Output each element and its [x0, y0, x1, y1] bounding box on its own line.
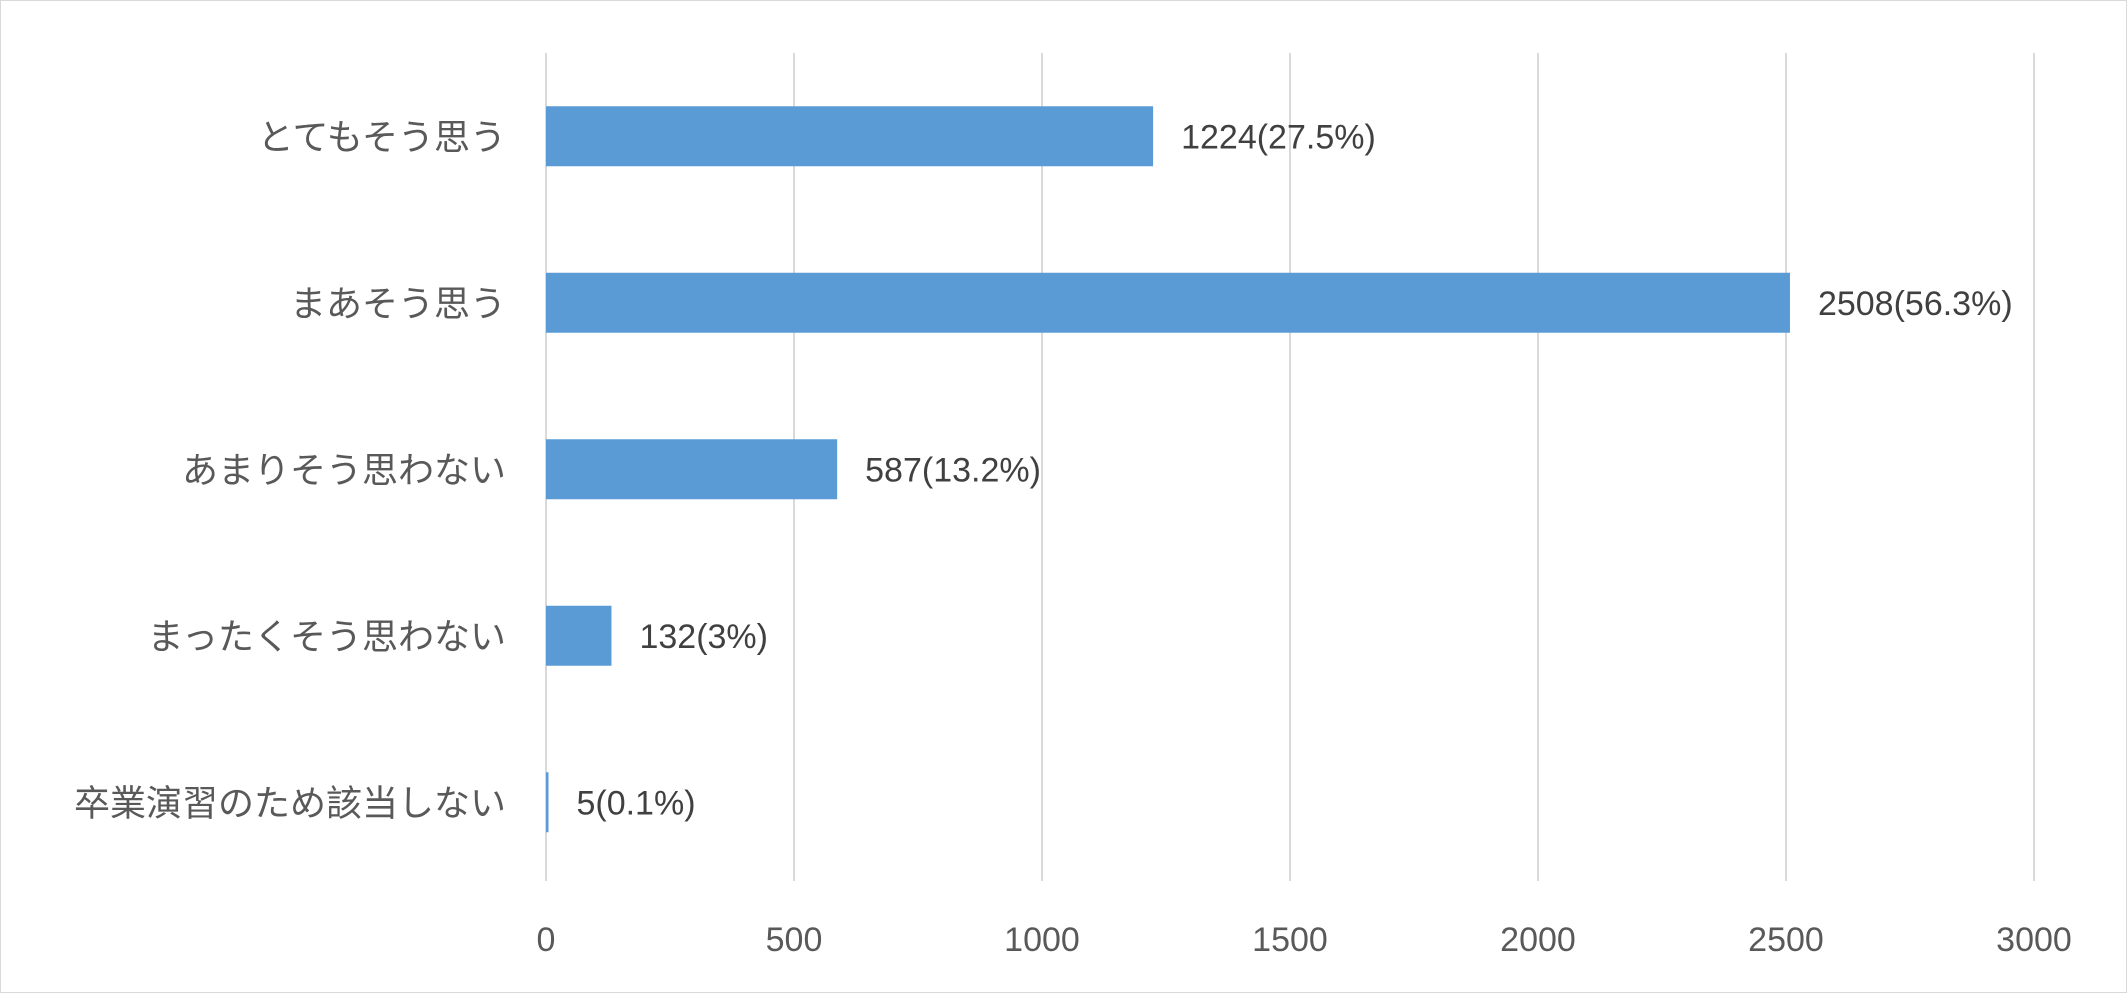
x-tick-label: 1500	[1252, 921, 1328, 959]
bar	[546, 272, 1790, 333]
data-label: 587(13.2%)	[865, 451, 1041, 489]
x-tick-label: 0	[537, 921, 556, 959]
category-label: あまりそう思わない	[182, 450, 506, 491]
category-label: まあそう思う	[290, 284, 506, 325]
x-tick-label: 2500	[1748, 921, 1824, 959]
category-labels: とてもそう思うまあそう思うあまりそう思わないまったくそう思わない卒業演習のため該…	[74, 117, 506, 824]
bar	[546, 106, 1154, 167]
bar	[546, 605, 612, 666]
x-tick-label: 500	[766, 921, 823, 959]
bar	[546, 439, 838, 500]
data-label: 1224(27.5%)	[1181, 118, 1376, 156]
category-label: 卒業演習のため該当しない	[74, 783, 506, 824]
bar	[546, 772, 549, 833]
x-tick-label: 3000	[1996, 921, 2072, 959]
x-axis-tick-labels: 0 500 1000 1500 2000 2500 3000	[537, 921, 2072, 959]
data-label: 132(3%)	[639, 618, 768, 656]
category-label: とてもそう思う	[258, 117, 506, 158]
bars	[546, 106, 1790, 833]
x-tick-label: 2000	[1500, 921, 1576, 959]
gridlines	[545, 53, 2035, 881]
data-labels: 1224(27.5%) 2508(56.3%) 587(13.2%) 132(3%) 5…	[576, 118, 2012, 822]
category-label: まったくそう思わない	[147, 617, 506, 658]
data-label: 5(0.1%)	[576, 784, 695, 822]
data-label: 2508(56.3%)	[1818, 285, 2013, 323]
x-tick-label: 1000	[1004, 921, 1080, 959]
